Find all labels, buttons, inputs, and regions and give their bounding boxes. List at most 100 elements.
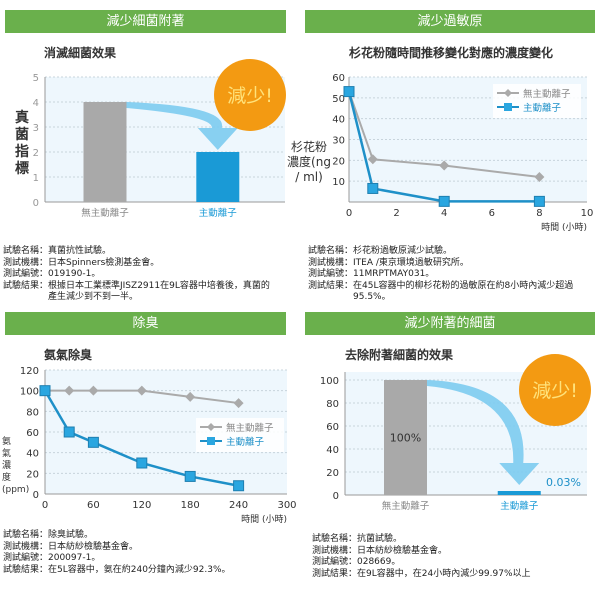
y-tick-label: 20 (26, 469, 39, 480)
note-line: 試驗結果：在5L容器中，氨在約240分鐘內減少92.3%。 (3, 564, 231, 575)
panel-header-deodorize: 除臭 (5, 312, 286, 335)
panel-header-bacteria: 減少細菌附著 (5, 10, 286, 33)
y-tick-label: 60 (332, 73, 345, 84)
x-tick-label: 0 (346, 208, 352, 219)
x-tick-label: 60 (87, 500, 100, 511)
data-point (343, 86, 355, 98)
data-point (233, 480, 245, 492)
y-tick-label: 60 (326, 422, 339, 433)
test-notes: 試驗名稱：真菌抗性試驗。 測試機構：日本Spinners檢測基金會。 測試編號：01… (3, 246, 270, 304)
bar-with-ion (497, 491, 541, 495)
y-tick-label: 10 (332, 177, 345, 188)
y-tick-label: 100 (20, 387, 39, 398)
x-category-label: 主動離子 (199, 207, 238, 219)
y-tick-label: 0 (33, 490, 39, 501)
reduce-badge-text: 減少! (532, 380, 578, 402)
test-notes: 試驗名稱：杉花粉過敏原減少試驗。 測試機構：ITEA /東京環境過敏研究所。 測試編… (308, 246, 573, 304)
data-label: 0.03% (546, 476, 581, 489)
series-line (43, 390, 239, 487)
legend-marker (207, 437, 215, 445)
data-point (184, 470, 196, 482)
chart-subtitle: 去除附著細菌的效果 (345, 348, 454, 362)
data-point (63, 426, 75, 438)
x-axis-label: 時間 (小時) (241, 514, 287, 525)
note-line: 95.5%。 (308, 292, 391, 302)
note-line: 測試結果：在9L容器中，在24小時內減少99.97%以上 (312, 568, 531, 579)
note-line: 試驗結果：根據日本工業標準JISZ2911在9L容器中培養後，真菌的 (3, 280, 270, 291)
note-line: 試驗名稱：除臭試驗。 (3, 530, 94, 540)
x-category-label: 主動離子 (500, 500, 539, 512)
y-tick-label: 50 (332, 94, 345, 105)
note-line: 測試編號：200097-1。 (3, 553, 101, 563)
data-point (39, 385, 51, 397)
chart-subtitle: 氨氣除臭 (44, 348, 93, 362)
legend-marker (207, 423, 215, 431)
data-point (88, 385, 99, 396)
data-point (136, 385, 147, 396)
note-line: 測試機構：日本Spinners檢測基金會。 (3, 257, 160, 268)
legend-label: 無主動離子 (226, 422, 274, 434)
y-tick-label: 20 (332, 156, 345, 167)
panel-header-attached-bacteria: 減少附著的細菌 (305, 312, 595, 335)
data-point (438, 195, 450, 207)
note-line: 測試結果：在45L容器中的柳杉花粉的過敏原在約8小時內減少超過 (308, 280, 574, 291)
series-line (347, 91, 540, 203)
data-point (233, 398, 244, 409)
x-tick-label: 120 (132, 500, 151, 511)
y-tick-label: 40 (332, 115, 345, 126)
legend-marker (504, 103, 512, 111)
reduce-badge (519, 354, 591, 426)
legend-label: 無主動離子 (523, 88, 571, 100)
series-line (348, 91, 540, 178)
x-tick-label: 240 (229, 500, 248, 511)
y-tick-label: 4 (33, 98, 39, 109)
x-tick-label: 180 (181, 500, 200, 511)
legend-marker (504, 89, 512, 97)
y-tick-label: 80 (26, 407, 39, 418)
data-point (439, 160, 450, 171)
x-tick-label: 10 (581, 208, 594, 219)
y-tick-label: 1 (33, 173, 39, 184)
data-point (185, 391, 196, 402)
x-category-label: 無主動離子 (382, 500, 430, 512)
y-tick-label: 0 (333, 491, 339, 502)
panel-header-allergen: 減少過敏原 (305, 10, 595, 33)
chart-subtitle: 消滅細菌效果 (44, 46, 117, 60)
note-line: 測試機構：ITEA /東京環境過敏研究所。 (308, 257, 469, 268)
data-label: 100% (390, 432, 421, 445)
note-line: 測試機構：日本紡紗檢驗基金會。 (3, 541, 139, 552)
y-tick-label: 40 (326, 445, 339, 456)
y-tick-label: 80 (326, 399, 339, 410)
x-category-label: 無主動離子 (81, 207, 129, 219)
data-point (64, 385, 75, 396)
y-tick-label: 20 (326, 468, 339, 479)
reduce-badge (214, 59, 286, 131)
data-point (136, 457, 148, 469)
y-tick-label: 3 (33, 123, 39, 134)
note-line: 試驗名稱：抗菌試驗。 (312, 534, 403, 544)
x-tick-label: 2 (393, 208, 399, 219)
y-tick-label: 2 (33, 148, 39, 159)
note-line: 測試編號：028669。 (312, 557, 401, 567)
x-tick-label: 0 (42, 500, 48, 511)
data-point (367, 154, 378, 165)
test-notes: 試驗名稱：抗菌試驗。 測試機構：日本紡紗檢驗基金會。 測試編號：028669。 測試結… (312, 534, 531, 580)
y-tick-label: 5 (33, 73, 39, 84)
y-axis-label: 真菌指標 (15, 110, 29, 177)
test-notes: 試驗名稱：除臭試驗。 測試機構：日本紡紗檢驗基金會。 測試編號：200097-1。試… (3, 530, 231, 576)
note-line: 產生減少到不到一半。 (3, 292, 139, 302)
y-tick-label: 40 (26, 449, 39, 460)
chart-subtitle: 杉花粉隨時間推移變化對應的濃度變化 (349, 46, 554, 60)
bar-without-ion (384, 380, 427, 495)
data-point (533, 195, 545, 207)
y-tick-label: 120 (20, 366, 39, 377)
note-line: 試驗名稱：真菌抗性試驗。 (3, 246, 112, 256)
bar-without-ion (83, 102, 127, 202)
y-tick-label: 30 (332, 136, 345, 147)
legend-label: 主動離子 (226, 436, 265, 448)
x-tick-label: 6 (489, 208, 495, 219)
note-line: 試驗名稱：杉花粉過敏原減少試驗。 (308, 246, 453, 256)
data-point (87, 436, 99, 448)
reduce-badge-text: 減少! (227, 85, 273, 107)
